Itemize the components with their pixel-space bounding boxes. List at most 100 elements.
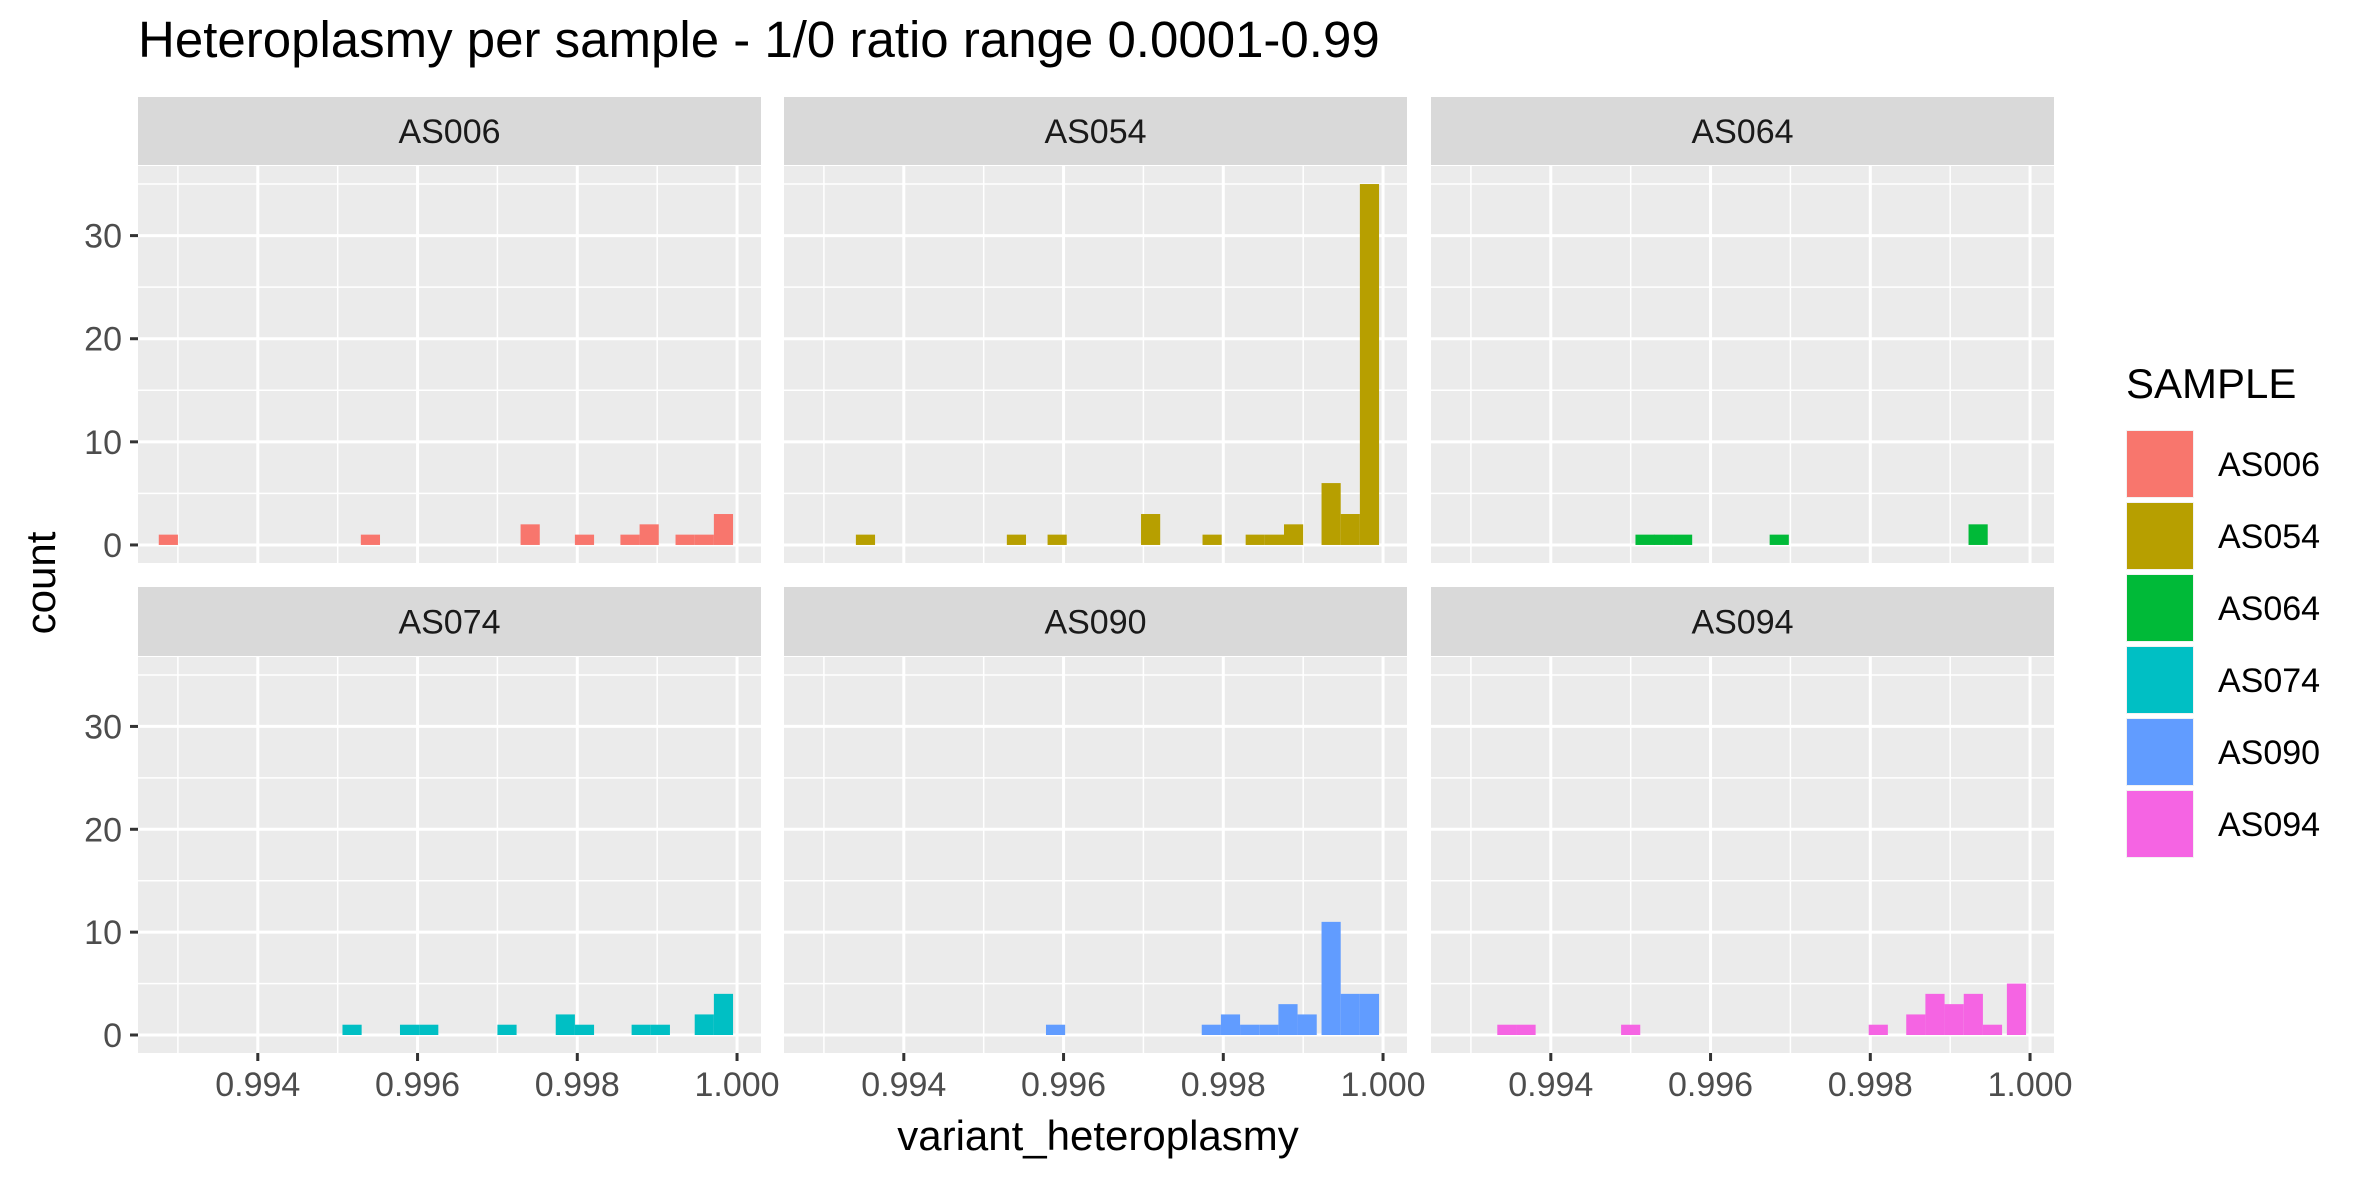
x-tick-label: 0.994 <box>1508 1066 1593 1104</box>
histogram-bar <box>1340 993 1360 1035</box>
histogram-bar <box>1240 1024 1260 1035</box>
legend-key-as090 <box>2127 719 2193 785</box>
legend-label: AS094 <box>2218 806 2320 844</box>
facet-strip <box>138 97 761 165</box>
histogram-bar <box>1621 1024 1641 1035</box>
histogram-bar <box>1673 534 1693 545</box>
chart-title: Heteroplasmy per sample - 1/0 ratio rang… <box>138 11 1380 68</box>
x-tick-label: 0.994 <box>861 1066 946 1104</box>
x-tick-label: 0.998 <box>1181 1066 1266 1104</box>
facet-strip-label: AS090 <box>1044 604 1146 642</box>
facet-panel-as074: AS074 0 10 20 30 0.994 0.996 0.998 1.000 <box>84 587 780 1104</box>
x-tick-label: 0.996 <box>1021 1066 1106 1104</box>
facet-strip-label: AS094 <box>1691 604 1793 642</box>
x-tick-label: 1.000 <box>1987 1066 2072 1104</box>
facet-panel-as094: AS094 0.994 0.996 0.998 1.000 <box>1431 587 2073 1104</box>
y-axis-title: count <box>17 531 64 634</box>
legend-label: AS064 <box>2218 590 2320 628</box>
facet-panel-as054: AS054 <box>784 97 1407 563</box>
histogram-bar <box>855 534 876 545</box>
legend-key-as054 <box>2127 503 2193 569</box>
histogram-bar <box>1047 534 1067 545</box>
histogram-bar <box>1359 993 1380 1035</box>
histogram-bar <box>1925 993 1945 1035</box>
x-tick-label: 0.996 <box>1668 1066 1753 1104</box>
facet-panel-as006: AS006 0 10 20 30 <box>84 97 761 565</box>
facet-strip <box>784 587 1407 656</box>
histogram-bar <box>1297 1014 1317 1035</box>
facet-strip-label: AS064 <box>1691 113 1793 151</box>
histogram-bar <box>1245 534 1265 545</box>
histogram-bar <box>399 1024 420 1035</box>
x-tick-label: 0.998 <box>535 1066 620 1104</box>
histogram-bar <box>1321 921 1341 1035</box>
panel-background <box>138 166 761 563</box>
panel-background <box>1431 166 2054 563</box>
histogram-bar <box>1220 1014 1241 1035</box>
histogram-bar <box>1963 993 1983 1035</box>
histogram-bar <box>1968 524 1988 545</box>
y-tick-label: 10 <box>84 424 122 462</box>
facet-strip-label: AS006 <box>398 113 500 151</box>
histogram-bar <box>1264 534 1284 545</box>
y-tick-label: 30 <box>84 708 122 746</box>
legend-key-as064 <box>2127 575 2193 641</box>
histogram-bar <box>631 1024 651 1035</box>
histogram-bar <box>158 534 178 545</box>
facet-strip <box>784 97 1407 165</box>
histogram-bar <box>419 1024 439 1035</box>
histogram-bar <box>675 534 695 545</box>
legend-key-as006 <box>2127 431 2193 497</box>
facet-panel-as090: AS090 0.994 0.996 0.998 1.000 <box>784 587 1426 1104</box>
x-tick-label: 1.000 <box>694 1066 779 1104</box>
y-tick-label: 10 <box>84 914 122 952</box>
facet-panel-as064: AS064 <box>1431 97 2054 563</box>
x-axis-title: variant_heteroplasmy <box>897 1112 1299 1159</box>
histogram-bar <box>555 1014 575 1035</box>
histogram-bar <box>1944 1004 1964 1035</box>
histogram-bar <box>1283 524 1304 545</box>
histogram-bar <box>1141 514 1161 545</box>
y-tick-label: 20 <box>84 811 122 849</box>
legend-key-as094 <box>2127 791 2193 857</box>
y-tick-label: 30 <box>84 218 122 256</box>
histogram-bar <box>1259 1024 1279 1035</box>
facet-strip <box>1431 587 2054 656</box>
histogram-bar <box>342 1024 362 1035</box>
histogram-bar <box>1340 514 1360 545</box>
panel-background <box>138 657 761 1053</box>
legend-label: AS006 <box>2218 446 2320 484</box>
histogram-bar <box>360 534 381 545</box>
histogram-bar <box>574 1024 595 1035</box>
histogram-bar <box>694 1014 714 1035</box>
legend-label: AS054 <box>2218 518 2320 556</box>
histogram-bar <box>1006 534 1027 545</box>
histogram-bar <box>1278 1004 1298 1035</box>
y-tick-label: 0 <box>103 1017 122 1055</box>
histogram-bar <box>1321 483 1341 545</box>
legend-key-as074 <box>2127 647 2193 713</box>
histogram-bar <box>1868 1024 1888 1035</box>
histogram-bar <box>574 534 595 545</box>
histogram-bar <box>1516 1024 1536 1035</box>
histogram-bar <box>1982 1024 2003 1035</box>
legend: SAMPLE AS006 AS054 AS064 AS074 AS090 AS094 <box>2126 360 2320 858</box>
panel-background <box>784 166 1407 563</box>
panel-background <box>784 657 1407 1053</box>
histogram-bar <box>1769 534 1789 545</box>
histogram-bar <box>1202 534 1222 545</box>
legend-label: AS074 <box>2218 662 2320 700</box>
x-tick-label: 0.994 <box>215 1066 300 1104</box>
facet-strip-label: AS054 <box>1044 113 1146 151</box>
histogram-bar <box>713 514 734 545</box>
histogram-bar <box>1635 534 1655 545</box>
histogram-bar <box>620 534 640 545</box>
legend-title: SAMPLE <box>2126 360 2296 407</box>
facet-strip <box>1431 97 2054 165</box>
histogram-bar <box>650 1024 670 1035</box>
histogram-bar <box>1497 1024 1517 1035</box>
x-tick-label: 0.996 <box>375 1066 460 1104</box>
histogram-bar <box>520 524 540 545</box>
facet-panels: AS006 0 10 20 30 AS054 AS064 AS074 0 10 20 30 0.994 0… <box>84 97 2073 1104</box>
